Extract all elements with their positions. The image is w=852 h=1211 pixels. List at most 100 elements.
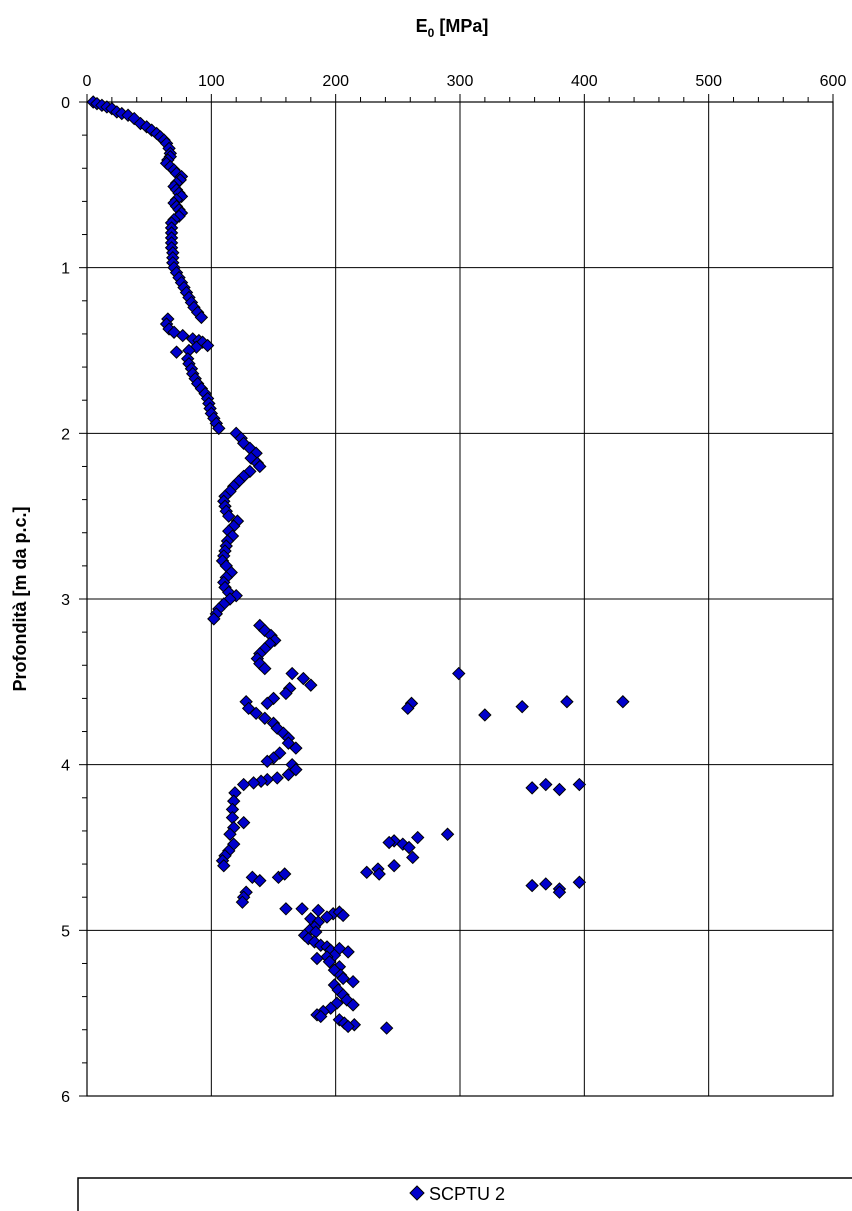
data-point (258, 623, 272, 638)
data-point (236, 777, 251, 792)
data-point (552, 782, 567, 797)
data-point (330, 996, 344, 1010)
data-point (525, 878, 539, 893)
y-tick-label: 6 (61, 1089, 70, 1106)
y-axis-title: Profondità [m da p.c.] (10, 506, 30, 691)
data-point (560, 695, 574, 709)
y-tick-label: 5 (61, 923, 70, 940)
data-point (411, 830, 425, 845)
tick-labels: 0 100 200 300 400 500 600 0 1 2 3 4 5 6 (61, 73, 846, 1106)
y-tick-label: 2 (61, 426, 70, 443)
x-axis-title: E0 [MPa] (416, 16, 489, 40)
data-point (314, 1009, 328, 1024)
data-point (212, 421, 226, 436)
data-point (322, 955, 337, 969)
x-tick-label: 400 (571, 73, 598, 90)
data-point (296, 671, 311, 686)
data-point (285, 666, 299, 681)
data-point (396, 837, 410, 851)
data-point (311, 903, 325, 918)
data-point (279, 686, 293, 701)
data-point (478, 708, 492, 722)
legend-frame (77, 1177, 852, 1211)
x-tick-label: 600 (820, 73, 847, 90)
data-point (295, 902, 309, 916)
data-point (525, 781, 539, 795)
x-tick-label: 500 (695, 73, 722, 90)
data-point (379, 1021, 394, 1035)
data-point (189, 340, 204, 354)
data-point (323, 1001, 338, 1015)
data-point (301, 931, 316, 946)
data-point (336, 908, 350, 923)
data-point (200, 338, 215, 353)
data-point (346, 998, 360, 1012)
data-point (246, 776, 261, 790)
data-point (515, 699, 529, 714)
data-point (360, 865, 374, 880)
data-points (86, 95, 630, 1035)
legend-label: SCPTU 2 (429, 1184, 505, 1204)
grid (79, 94, 834, 1097)
data-point (194, 310, 209, 325)
data-point (258, 711, 272, 725)
y-tick-label: 3 (61, 592, 70, 609)
data-point (279, 902, 293, 916)
data-point (382, 835, 396, 850)
data-point (217, 859, 231, 873)
data-point (552, 885, 567, 899)
data-point (253, 873, 267, 888)
data-point (616, 695, 630, 709)
data-point (169, 345, 184, 359)
data-point (452, 666, 466, 681)
data-point (127, 111, 141, 126)
data-point (406, 850, 420, 865)
data-point (539, 777, 553, 792)
data-point (277, 867, 292, 881)
x-tick-label: 200 (322, 73, 349, 90)
data-point (260, 696, 274, 711)
data-point (270, 771, 284, 785)
x-tick-label: 0 (83, 73, 92, 90)
y-tick-label: 1 (61, 261, 70, 278)
data-point (304, 678, 318, 692)
data-point (229, 588, 243, 603)
data-point (387, 859, 401, 873)
data-point (341, 1019, 355, 1034)
data-point (223, 827, 237, 841)
data-point (372, 867, 386, 881)
data-point (222, 509, 236, 523)
data-point (225, 810, 240, 825)
data-point (341, 945, 355, 959)
data-point (260, 754, 274, 769)
data-point (236, 815, 251, 830)
data-point (249, 706, 263, 721)
data-point (289, 741, 303, 755)
data-point (572, 777, 587, 792)
plot-frame (86, 101, 834, 1097)
data-point (310, 951, 324, 966)
data-point (572, 875, 587, 889)
legend-marker-icon (409, 1185, 425, 1201)
data-point (346, 974, 360, 989)
data-point (289, 762, 303, 777)
data-point (223, 592, 237, 606)
data-point (176, 328, 190, 343)
data-point (539, 877, 553, 891)
data-point (258, 661, 272, 676)
data-point (320, 910, 334, 924)
data-point (401, 701, 415, 716)
x-tick-label: 300 (447, 73, 474, 90)
data-point (207, 612, 221, 626)
data-point (402, 840, 416, 855)
data-point (440, 827, 455, 841)
legend: SCPTU 2 (77, 1177, 852, 1211)
data-point (336, 971, 350, 986)
x-tick-label: 100 (198, 73, 225, 90)
y-tick-label: 0 (61, 95, 70, 112)
data-point (235, 895, 250, 909)
data-point (253, 459, 267, 474)
y-tick-label: 4 (61, 758, 70, 775)
data-point (281, 767, 296, 782)
